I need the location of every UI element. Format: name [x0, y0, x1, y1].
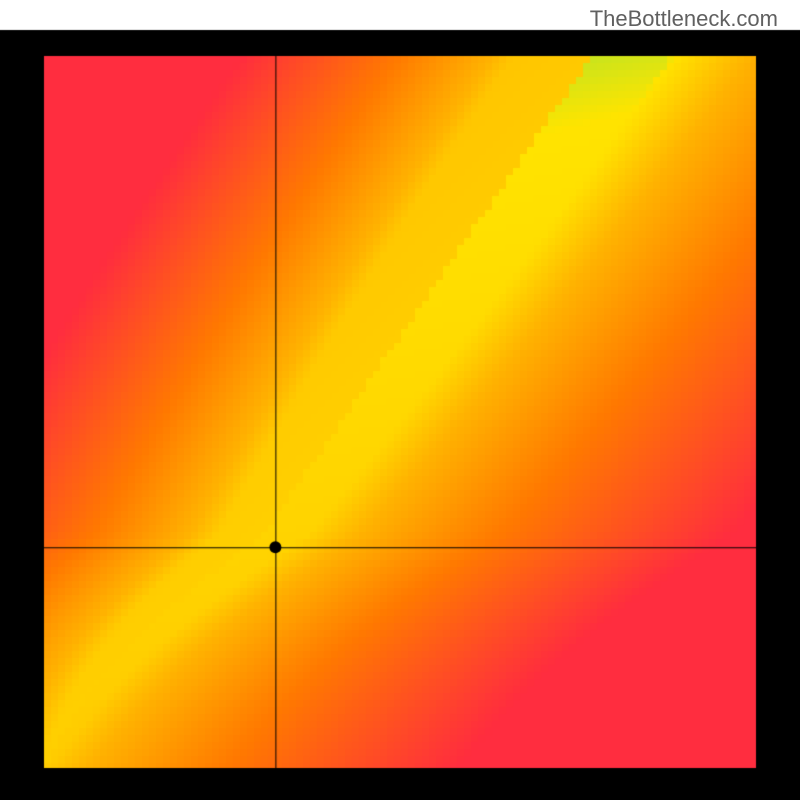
watermark-text: TheBottleneck.com	[590, 6, 778, 32]
heatmap-canvas	[0, 0, 800, 800]
chart-container: TheBottleneck.com	[0, 0, 800, 800]
